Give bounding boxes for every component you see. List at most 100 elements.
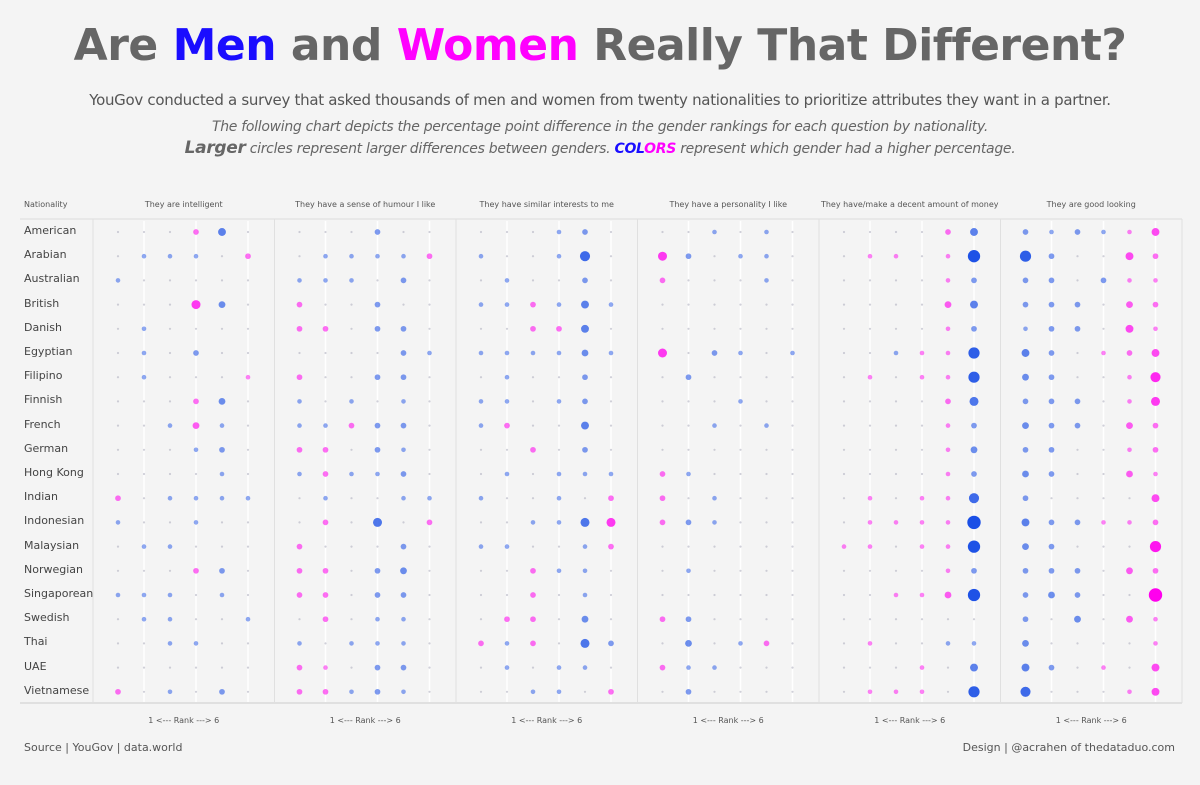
dot-men: [1048, 253, 1055, 260]
dot-men: [1128, 666, 1131, 669]
nationality-label: Finnish: [24, 393, 63, 407]
dot-men: [868, 472, 872, 476]
dot-men: [842, 569, 846, 572]
dot-men: [739, 666, 742, 669]
dot-women: [296, 567, 303, 574]
dot-women: [478, 640, 484, 647]
dot-men: [428, 690, 431, 693]
dot-men: [219, 471, 225, 477]
dot-women: [893, 520, 899, 525]
dot-men: [374, 374, 381, 381]
dot-men: [739, 521, 742, 524]
dot-women: [322, 616, 329, 623]
dot-men: [1050, 497, 1053, 500]
dot-men: [713, 448, 716, 451]
dot-women: [322, 519, 329, 526]
dot-men: [193, 495, 199, 501]
dot-men: [1048, 446, 1055, 453]
dot-men: [557, 642, 561, 645]
dot-men: [220, 279, 224, 282]
dot-men: [374, 664, 381, 671]
dot-men: [246, 400, 250, 403]
nationality-label: German: [24, 441, 69, 455]
dot-men: [791, 400, 794, 403]
dot-men: [920, 642, 924, 645]
dot-women: [193, 567, 199, 574]
dot-men: [167, 616, 173, 622]
dot-men: [402, 230, 405, 234]
dot-men: [556, 302, 562, 307]
dot-women: [944, 301, 952, 308]
dot-men: [1102, 497, 1105, 500]
dot-men: [1076, 545, 1079, 548]
dot-men: [194, 593, 198, 597]
dot-men: [920, 400, 924, 403]
dot-men: [116, 303, 120, 306]
dot-men: [868, 351, 872, 355]
dot-men: [218, 301, 226, 308]
dot-women: [426, 253, 433, 260]
dot-men: [504, 665, 510, 670]
dot-men: [1076, 279, 1079, 282]
dot-women: [608, 495, 614, 502]
dot-men: [428, 618, 431, 621]
dot-men: [246, 303, 250, 306]
dot-men: [582, 398, 588, 405]
nationality-label: Vietnamese: [24, 683, 90, 697]
dot-women: [530, 301, 536, 308]
dot-men: [1022, 301, 1029, 308]
dot-men: [479, 448, 483, 451]
dot-men: [349, 278, 354, 283]
dot-men: [141, 350, 147, 356]
dot-men: [400, 664, 407, 671]
dot-men: [246, 448, 250, 451]
dot-men: [764, 253, 769, 259]
dot-men: [765, 376, 768, 379]
dot-men: [324, 545, 327, 548]
dot-men: [116, 545, 120, 548]
dot-men: [298, 497, 301, 500]
nationality-label: Danish: [24, 320, 62, 334]
dot-men: [894, 642, 898, 645]
dot-women: [763, 640, 770, 647]
dot-women: [867, 374, 873, 380]
dot-men: [946, 666, 950, 669]
dot-men: [168, 666, 172, 669]
dot-men: [116, 424, 120, 427]
dot-men: [373, 517, 382, 527]
dot-men: [582, 229, 588, 235]
dot-men: [428, 472, 431, 476]
dot-men: [894, 497, 898, 500]
dot-men: [713, 569, 716, 572]
dot-women: [919, 544, 925, 549]
dot-men: [713, 376, 716, 379]
dot-men: [116, 400, 120, 403]
dot-men: [1048, 325, 1055, 332]
dot-women: [867, 641, 873, 646]
dot-men: [582, 374, 588, 381]
dot-men: [685, 374, 692, 381]
dot-men: [765, 593, 768, 597]
dot-women: [296, 664, 303, 671]
dot-men: [400, 277, 407, 284]
dot-women: [1127, 229, 1132, 235]
dot-men: [142, 230, 146, 234]
dot-men: [968, 347, 980, 359]
dot-men: [531, 497, 535, 500]
dot-men: [168, 448, 172, 451]
dot-women: [530, 446, 536, 453]
dot-women: [945, 471, 951, 477]
dot-men: [661, 545, 664, 548]
dot-men: [581, 300, 589, 309]
dot-men: [142, 690, 146, 693]
dot-men: [115, 520, 121, 525]
dot-men: [1076, 376, 1079, 379]
dot-men: [868, 593, 872, 597]
dot-women: [142, 279, 146, 282]
dot-men: [713, 303, 716, 306]
dot-men: [350, 593, 353, 597]
dot-men: [141, 592, 147, 598]
dot-men: [168, 351, 172, 355]
dot-men: [246, 230, 250, 234]
dot-men: [428, 569, 431, 572]
